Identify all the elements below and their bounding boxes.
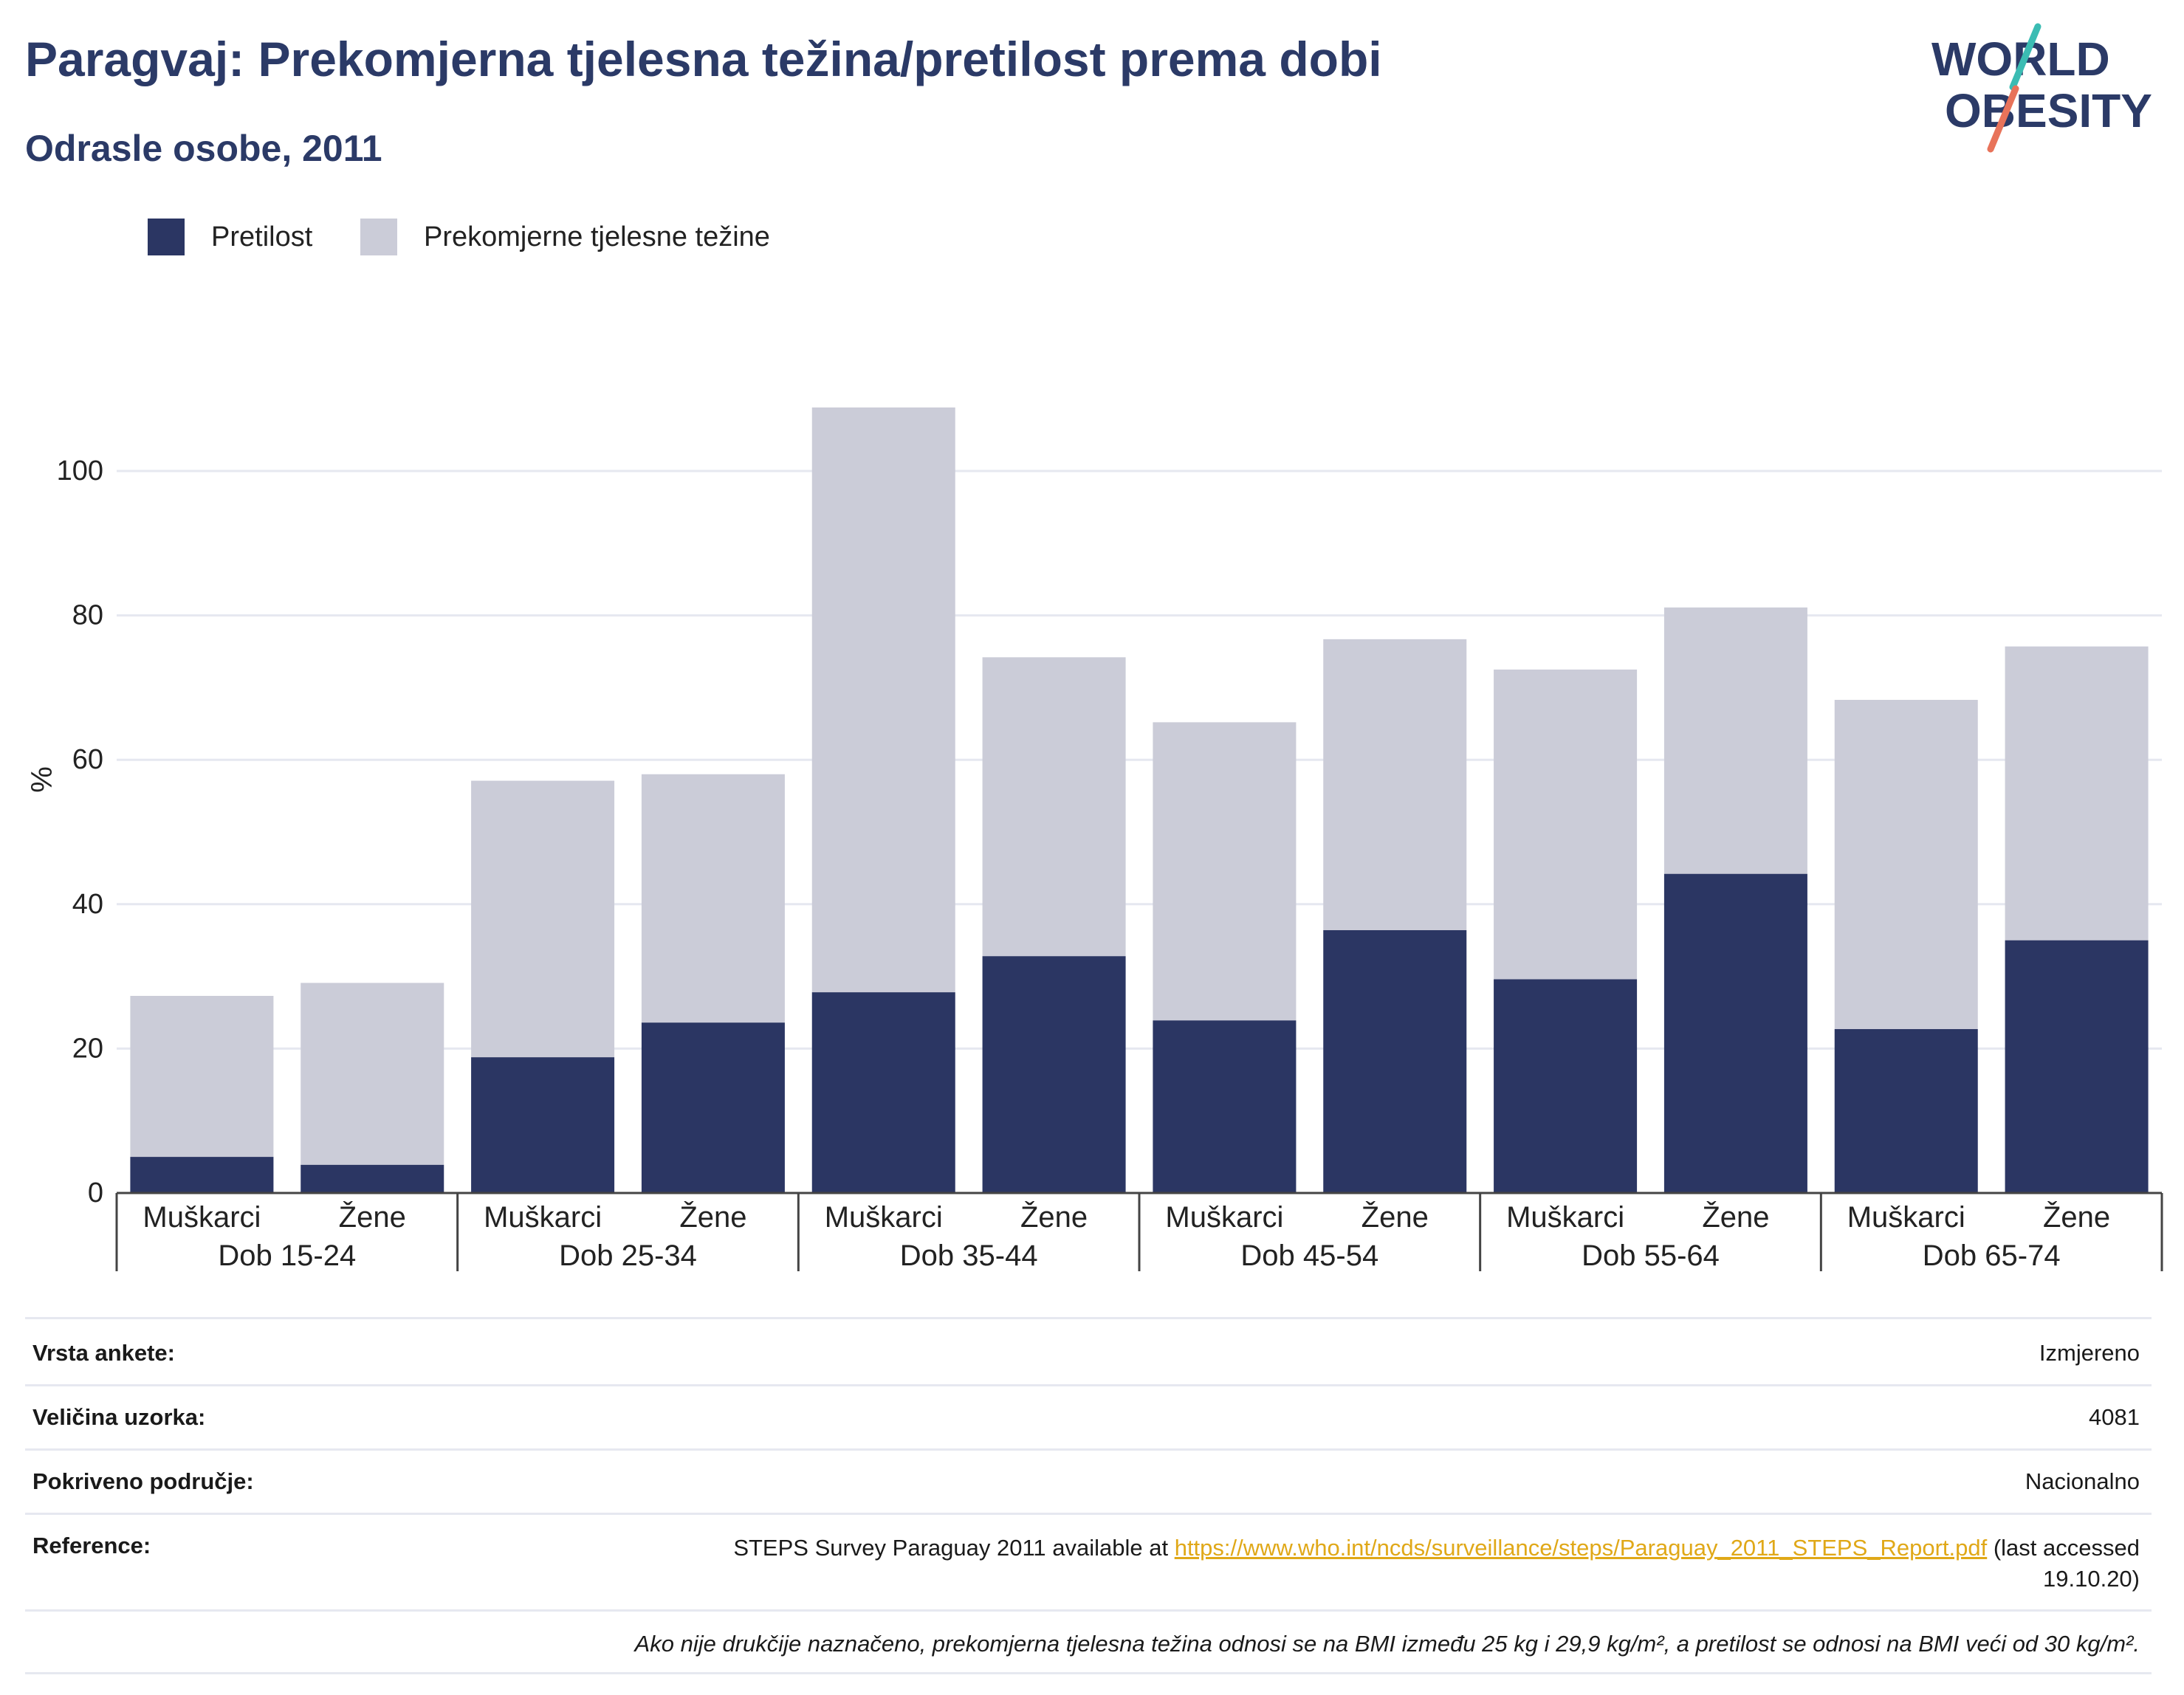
x-tick-label-sex: Žene	[1702, 1200, 1769, 1234]
bar-obesity	[471, 1057, 615, 1193]
bar-obesity	[1834, 1028, 1978, 1193]
stacked-bar-chart: 0 20 40 60 80 100% Muškarci Žene Muškarci Žene Muš…	[26, 407, 2163, 1272]
info-row-reference: Reference: STEPS Survey Paraguay 2011 av…	[25, 1513, 2152, 1609]
svg-text:WORLD: WORLD	[1931, 32, 2110, 86]
y-tick-label: 80	[72, 600, 103, 631]
definition-note: Ako nije drukčije naznačeno, prekomjerna…	[25, 1609, 2152, 1674]
legend-item-prekomjerne: Prekomjerne tjelesne težine	[360, 217, 770, 257]
reference-suffix: (last accessed 19.10.20)	[1987, 1535, 2140, 1592]
bar-overweight	[471, 780, 615, 1058]
legend-swatch-prekomjerne	[360, 219, 397, 255]
survey-info-table: Vrsta ankete: Izmjereno Veličina uzorka:…	[25, 1317, 2152, 1674]
info-row-sample-size: Veličina uzorka: 4081	[25, 1384, 2152, 1448]
y-tick-label: 20	[72, 1033, 103, 1064]
bar-obesity	[1494, 979, 1638, 1193]
x-tick-label-sex: Žene	[1361, 1200, 1429, 1234]
y-tick-label: 60	[72, 744, 103, 775]
survey-type-label: Vrsta ankete:	[32, 1340, 175, 1366]
x-tick-label-sex: Žene	[2043, 1200, 2110, 1234]
x-tick-label-sex: Muškarci	[1506, 1201, 1624, 1234]
x-group-label: Dob 55-64	[1582, 1240, 1720, 1272]
bar-obesity	[641, 1022, 785, 1193]
bar-overweight	[1323, 639, 1467, 931]
bar-overweight	[130, 996, 274, 1158]
svg-text:OBESITY: OBESITY	[1945, 84, 2152, 137]
x-tick-label-sex: Muškarci	[1847, 1201, 1965, 1234]
bar-overweight	[2005, 646, 2149, 941]
x-tick-label-sex: Muškarci	[825, 1201, 943, 1234]
bar-obesity	[301, 1164, 444, 1193]
bar-overweight	[1494, 669, 1638, 980]
x-group-label: Dob 45-54	[1240, 1240, 1378, 1272]
reference-link[interactable]: https://www.who.int/ncds/surveillance/st…	[1174, 1535, 1988, 1561]
y-tick-label: 40	[72, 889, 103, 920]
sample-size-value: 4081	[2089, 1404, 2140, 1430]
x-group-label: Dob 15-24	[218, 1240, 356, 1272]
coverage-label: Pokriveno područje:	[32, 1468, 254, 1494]
legend-label-pretilost: Pretilost	[211, 221, 313, 252]
bar-obesity	[2005, 940, 2149, 1193]
bar-overweight	[301, 983, 444, 1165]
coverage-value: Nacionalno	[2025, 1468, 2140, 1494]
bar-obesity	[982, 956, 1126, 1193]
chart-title: Paragvaj: Prekomjerna tjelesna težina/pr…	[25, 32, 1382, 86]
bar-obesity	[130, 1157, 274, 1193]
world-obesity-logo: WORLD OBESITY	[1931, 23, 2152, 153]
reference-prefix: STEPS Survey Paraguay 2011 available at	[733, 1535, 1175, 1561]
x-tick-label-sex: Žene	[679, 1200, 746, 1234]
bar-obesity	[811, 992, 955, 1193]
bar-obesity	[1323, 930, 1467, 1193]
x-tick-label-sex: Muškarci	[484, 1201, 602, 1234]
x-tick-label-sex: Muškarci	[1165, 1201, 1283, 1234]
x-tick-label-sex: Žene	[1020, 1200, 1088, 1234]
sample-size-label: Veličina uzorka:	[32, 1404, 206, 1430]
y-tick-label: 0	[88, 1177, 103, 1208]
info-row-survey-type: Vrsta ankete: Izmjereno	[25, 1317, 2152, 1384]
reference-value: STEPS Survey Paraguay 2011 available at …	[648, 1533, 2140, 1595]
legend-label-prekomjerne: Prekomjerne tjelesne težine	[424, 221, 770, 252]
x-group-label: Dob 65-74	[1923, 1240, 2061, 1272]
bar-overweight	[1663, 607, 1807, 874]
bar-obesity	[1663, 873, 1807, 1193]
bar-overweight	[811, 407, 955, 993]
x-tick-label-sex: Žene	[339, 1200, 406, 1234]
bar-overweight	[982, 657, 1126, 957]
x-group-label: Dob 35-44	[900, 1240, 1038, 1272]
legend-item-pretilost: Pretilost	[148, 217, 312, 257]
y-axis-label: %	[26, 766, 58, 793]
reference-label: Reference:	[32, 1533, 151, 1558]
info-row-coverage: Pokriveno područje: Nacionalno	[25, 1448, 2152, 1513]
bar-overweight	[1153, 722, 1297, 1021]
x-tick-label-sex: Muškarci	[142, 1201, 261, 1234]
bar-obesity	[1153, 1020, 1297, 1193]
y-tick-label: 100	[57, 455, 103, 487]
x-group-label: Dob 25-34	[559, 1240, 697, 1272]
bar-overweight	[641, 774, 785, 1023]
bar-overweight	[1834, 700, 1978, 1029]
chart-subtitle: Odrasle osobe, 2011	[25, 128, 382, 169]
survey-type-value: Izmjereno	[2039, 1340, 2140, 1366]
legend-swatch-pretilost	[148, 219, 185, 255]
